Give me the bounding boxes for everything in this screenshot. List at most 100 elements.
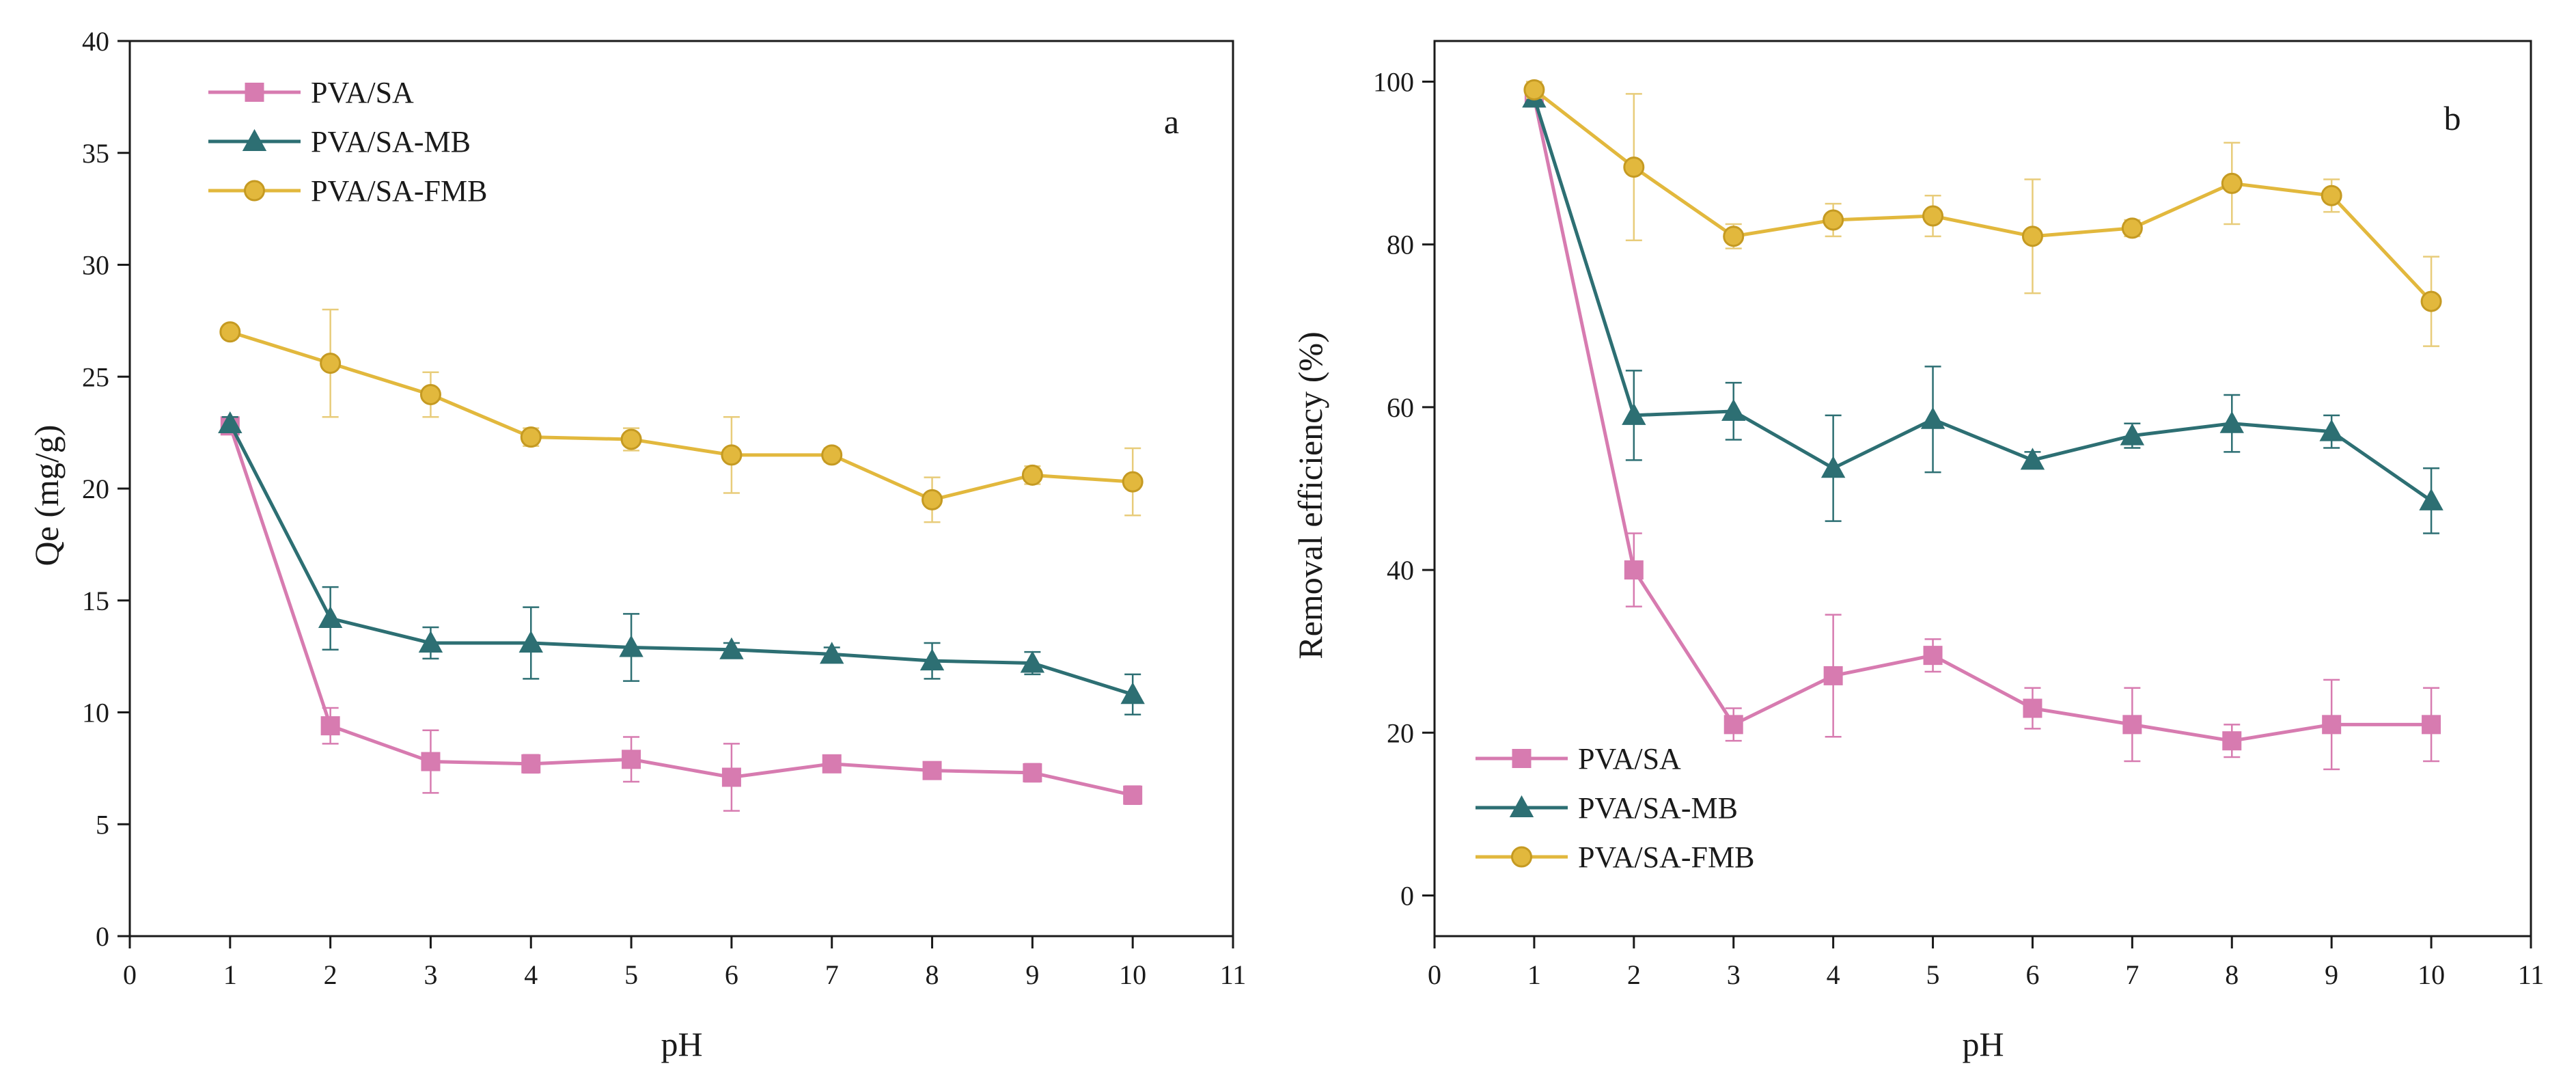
data-point bbox=[619, 635, 643, 657]
data-point bbox=[2222, 731, 2242, 751]
data-point bbox=[1021, 464, 1043, 486]
panel-b-y-axis-title: Removal efficiency (%) bbox=[1291, 331, 1329, 659]
panel-a-x-tick-label: 4 bbox=[524, 959, 538, 990]
legend-label: PVA/SA-FMB bbox=[311, 174, 487, 208]
panel-b-y-tick-label: 100 bbox=[1373, 67, 1414, 98]
legend-marker bbox=[1511, 846, 1532, 868]
panel-a-plot-frame bbox=[128, 40, 1234, 938]
data-point bbox=[421, 752, 441, 771]
panel-a-series-3 bbox=[219, 308, 1144, 523]
legend-marker bbox=[245, 83, 264, 102]
legend-marker bbox=[242, 128, 267, 151]
data-point bbox=[719, 637, 744, 659]
panel-b-x-tick-label: 1 bbox=[1527, 959, 1541, 990]
data-point bbox=[1624, 560, 1644, 580]
data-point bbox=[1523, 79, 1545, 100]
data-point bbox=[2221, 172, 2243, 194]
panel-b-y-tick-label: 80 bbox=[1387, 230, 1414, 260]
data-point bbox=[2219, 411, 2244, 433]
panel-a-y-tick-label: 10 bbox=[82, 698, 109, 728]
panel-a-x-tick-label: 3 bbox=[424, 959, 437, 990]
panel-a-y-tick-label: 20 bbox=[82, 474, 109, 504]
data-point bbox=[822, 754, 842, 774]
panel-a-y-tick-label: 25 bbox=[82, 361, 109, 392]
panel-b-x-tick-label: 5 bbox=[1926, 959, 1940, 990]
panel-a-x-tick-label: 0 bbox=[123, 959, 137, 990]
panel-b-y-tick-label: 60 bbox=[1387, 392, 1414, 423]
data-point bbox=[2021, 225, 2043, 247]
panel-b-x-axis-title: pH bbox=[1962, 1025, 2004, 1063]
panel-a-y-tick-label: 35 bbox=[82, 138, 109, 169]
legend-marker bbox=[1509, 795, 1534, 817]
data-point bbox=[1723, 715, 1743, 735]
data-point bbox=[2120, 423, 2145, 446]
panel-b-y-tick-label: 0 bbox=[1400, 880, 1414, 911]
data-point bbox=[1723, 225, 1745, 247]
series-line bbox=[1532, 97, 2432, 743]
data-point bbox=[1823, 666, 1843, 685]
legend-label: PVA/SA bbox=[1578, 742, 1681, 776]
data-point bbox=[218, 411, 243, 434]
data-point bbox=[1622, 402, 1646, 425]
data-point bbox=[1623, 156, 1645, 178]
panel-b-series-3 bbox=[1523, 79, 2442, 347]
series-line bbox=[228, 425, 1133, 797]
panel-a-y-tick-label: 30 bbox=[82, 250, 109, 281]
data-point bbox=[622, 750, 641, 769]
data-point bbox=[2023, 698, 2042, 718]
data-point bbox=[620, 428, 642, 450]
data-point bbox=[1922, 205, 1944, 227]
panel-a-x-axis-title: pH bbox=[661, 1025, 702, 1063]
data-point bbox=[320, 716, 340, 736]
data-point bbox=[2322, 715, 2342, 735]
legend-label: PVA/SA bbox=[311, 76, 414, 109]
panel-a-series-1 bbox=[220, 416, 1143, 812]
legend-label: PVA/SA-MB bbox=[311, 125, 471, 159]
data-point bbox=[922, 761, 942, 780]
legend-label: PVA/SA-MB bbox=[1578, 791, 1738, 825]
data-point bbox=[1020, 651, 1045, 673]
data-point bbox=[821, 444, 843, 466]
data-point bbox=[721, 444, 743, 466]
panel-b-x-tick-label: 10 bbox=[2418, 959, 2445, 990]
data-point bbox=[521, 754, 541, 774]
data-point bbox=[2419, 488, 2443, 510]
data-point bbox=[1123, 785, 1143, 805]
panel-b-x-tick-label: 9 bbox=[2325, 959, 2338, 990]
data-point bbox=[1122, 471, 1144, 493]
panel-a-y-tick-label: 5 bbox=[96, 809, 109, 840]
panel-a-x-tick-label: 7 bbox=[825, 959, 839, 990]
panel-a-x-tick-label: 1 bbox=[223, 959, 237, 990]
series-line bbox=[1532, 97, 2433, 502]
data-point bbox=[1023, 763, 1042, 782]
series-line bbox=[230, 330, 1133, 502]
data-point bbox=[2321, 184, 2342, 206]
legend-label: PVA/SA-FMB bbox=[1578, 840, 1754, 874]
panel-a-x-tick-label: 9 bbox=[1025, 959, 1039, 990]
data-point bbox=[1920, 407, 1945, 429]
data-point bbox=[2020, 448, 2045, 470]
panel-a-series-2 bbox=[218, 411, 1145, 716]
panel-a-x-tick-label: 5 bbox=[624, 959, 638, 990]
panel-a-y-axis-title: Qe (mg/g) bbox=[27, 425, 66, 566]
data-point bbox=[418, 630, 443, 653]
panel-a-y-tick-label: 0 bbox=[96, 921, 109, 952]
data-point bbox=[2420, 290, 2442, 312]
panel-a-y-tick-label: 40 bbox=[82, 26, 109, 57]
series-line bbox=[1533, 88, 2433, 303]
panel-b-x-tick-label: 4 bbox=[1827, 959, 1840, 990]
data-point bbox=[520, 426, 542, 448]
data-point bbox=[320, 353, 342, 374]
series-line bbox=[228, 422, 1133, 696]
data-point bbox=[318, 605, 343, 628]
panel-b-y-tick-label: 20 bbox=[1387, 717, 1414, 748]
data-point bbox=[219, 321, 241, 343]
data-point bbox=[1923, 646, 1943, 666]
panel-a-chart: a pH Qe (mg/g) 0 1 2 3 4 5 6 7 8 9 10 11 0 5 10 15 20 25 3… bbox=[27, 26, 1246, 1063]
data-point bbox=[922, 489, 943, 510]
panel-a-x-tick-label: 10 bbox=[1119, 959, 1146, 990]
data-point bbox=[2121, 217, 2143, 239]
data-point bbox=[820, 642, 844, 664]
data-point bbox=[518, 630, 543, 653]
data-point bbox=[2422, 715, 2441, 735]
